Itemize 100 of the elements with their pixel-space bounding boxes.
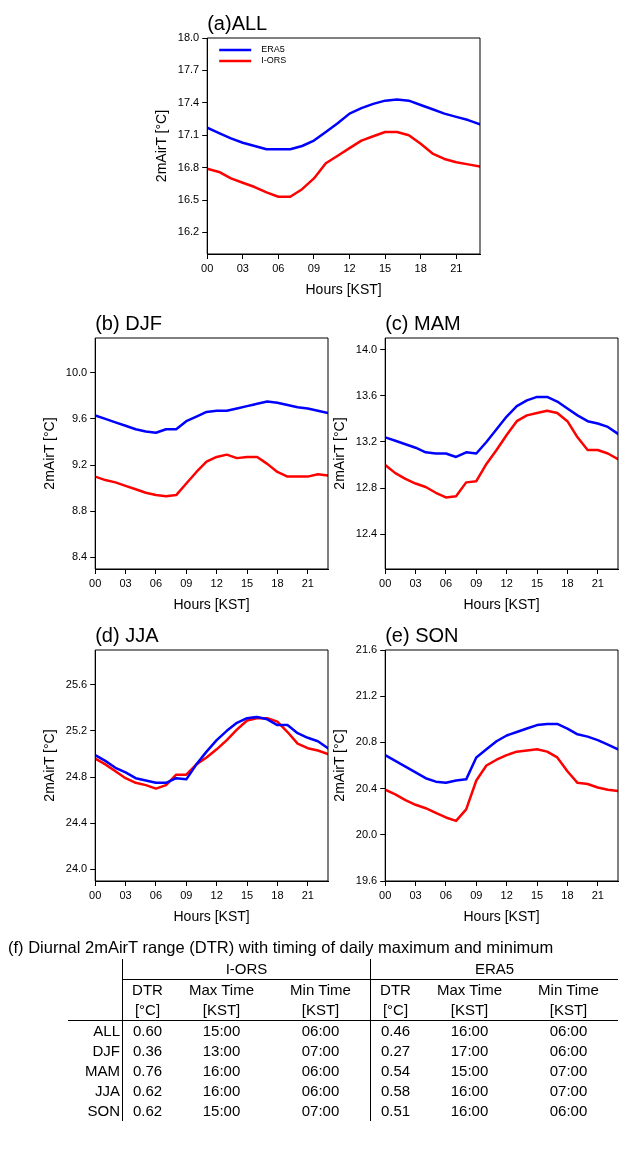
y-tick-label: 24.8 [65,770,88,783]
y-tick-label: 25.2 [65,723,88,736]
x-tick-label: 06 [149,888,163,901]
y-tick-label: 14.0 [355,342,378,355]
text: JJA [94,1081,121,1101]
text: Min Time [KST] [271,979,371,1021]
text: 07:00 [548,1081,589,1101]
x-tick-label: 18 [271,888,284,901]
text: 0.36 [122,1041,172,1061]
x-tick-label: 03 [236,261,249,274]
y-tick-label: 13.2 [355,434,378,447]
x-tick-label: 15 [378,261,392,274]
text: 15:00 [449,1061,490,1081]
x-tick-label: 21 [450,261,463,274]
x-tick-label: 00 [379,888,392,901]
text: I-ORS [122,959,371,980]
x-tick-label: 12 [500,888,513,901]
y-tick-label: 20.8 [355,735,378,748]
chart-title: (d) JJA [95,623,160,646]
x-tick-label: 21 [301,888,314,901]
legend-label: I-ORS [261,55,287,66]
x-tick-label: 09 [470,576,483,589]
text: 13:00 [201,1041,242,1061]
text: 06:00 [548,1041,589,1061]
x-tick-label: 18 [414,261,427,274]
y-tick-label: 16.8 [177,160,200,173]
text: 16:00 [201,1081,242,1101]
y-tick-label: 13.6 [355,388,378,401]
y-tick-label: 16.2 [177,225,200,238]
x-tick-label: 00 [89,576,102,589]
y-tick-label: 21.2 [355,689,378,702]
text: 15:00 [201,1101,242,1121]
text: 06:00 [300,1081,341,1101]
chart-title: (c) MAM [385,311,461,334]
x-tick-label: 00 [379,576,392,589]
y-axis-title: 2mAirT [°C] [41,729,58,802]
y-tick-label: 8.4 [71,550,88,563]
legend-label: ERA5 [261,44,285,55]
x-tick-label: 09 [180,576,193,589]
y-tick-label: 20.0 [355,827,378,840]
text: 06:00 [548,1021,589,1041]
y-tick-label: 17.7 [177,63,200,76]
text: DTR [°C] [122,979,172,1021]
text: 0.76 [122,1061,172,1081]
x-tick-label: 21 [301,576,314,589]
text: Max Time [KST] [420,979,519,1021]
chart-title: (a)ALL [207,11,268,34]
x-tick-label: 00 [201,261,214,274]
y-tick-label: 24.4 [65,816,88,829]
y-tick-label: 25.6 [65,677,88,690]
y-tick-label: 12.8 [355,481,378,494]
y-axis-title: 2mAirT [°C] [331,729,348,802]
text: 07:00 [548,1061,589,1081]
x-tick-label: 15 [530,576,544,589]
text: 0.27 [370,1041,420,1061]
x-tick-label: 06 [439,576,453,589]
text: 0.46 [370,1020,420,1041]
text: 07:00 [300,1041,341,1061]
text: 0.62 [122,1081,172,1101]
x-tick-label: 09 [307,261,321,274]
text: SON [86,1101,121,1121]
x-tick-label: 12 [210,888,223,901]
y-tick-label: 18.0 [177,31,200,44]
text: 15:00 [201,1021,242,1041]
x-axis-title: Hours [KST] [173,596,250,613]
text: Max Time [KST] [172,979,271,1021]
text: 16:00 [449,1101,490,1121]
x-tick-label: 21 [591,888,604,901]
text: 0.62 [122,1101,172,1121]
text: 16:00 [449,1081,490,1101]
text: (f) Diurnal 2mAirT range (DTR) with timing of daily maximum and minimum [8,938,555,957]
x-tick-label: 12 [500,576,513,589]
x-tick-label: 18 [561,576,574,589]
chart-title: (e) SON [385,623,459,646]
y-tick-label: 8.8 [71,504,88,517]
x-tick-label: 21 [591,576,604,589]
text: 0.51 [370,1101,420,1121]
text: 07:00 [300,1101,341,1121]
x-tick-label: 03 [119,888,132,901]
x-axis-title: Hours [KST] [463,908,540,925]
y-tick-label: 16.5 [177,193,200,206]
x-axis-title: Hours [KST] [463,596,540,613]
x-tick-label: 03 [409,888,422,901]
y-tick-label: 10.0 [65,365,88,378]
text: 0.54 [370,1061,420,1081]
y-tick-label: 19.6 [355,874,378,887]
text: DTR [°C] [370,979,420,1021]
text: 16:00 [449,1021,490,1041]
y-tick-label: 21.6 [355,643,378,656]
text: DJF [91,1041,121,1061]
text: ALL [92,1021,121,1041]
text: 06:00 [300,1061,341,1081]
text: 16:00 [201,1061,242,1081]
y-tick-label: 24.0 [65,862,88,875]
y-tick-label: 9.2 [71,458,88,471]
y-tick-label: 20.4 [355,781,378,794]
x-tick-label: 09 [180,888,193,901]
y-tick-label: 17.1 [177,128,200,141]
x-tick-label: 06 [272,261,285,274]
y-tick-label: 9.6 [71,411,88,424]
